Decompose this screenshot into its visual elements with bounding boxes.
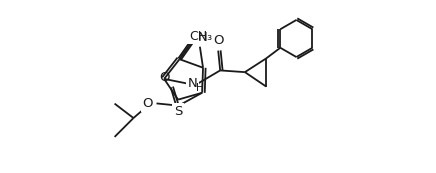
Text: O: O xyxy=(213,34,224,47)
Text: O: O xyxy=(143,97,153,110)
Text: CH₃: CH₃ xyxy=(189,30,212,43)
Text: N: N xyxy=(188,77,198,90)
Text: O: O xyxy=(159,71,170,84)
Text: S: S xyxy=(174,105,182,118)
Text: N: N xyxy=(198,31,208,44)
Text: H: H xyxy=(196,83,203,93)
